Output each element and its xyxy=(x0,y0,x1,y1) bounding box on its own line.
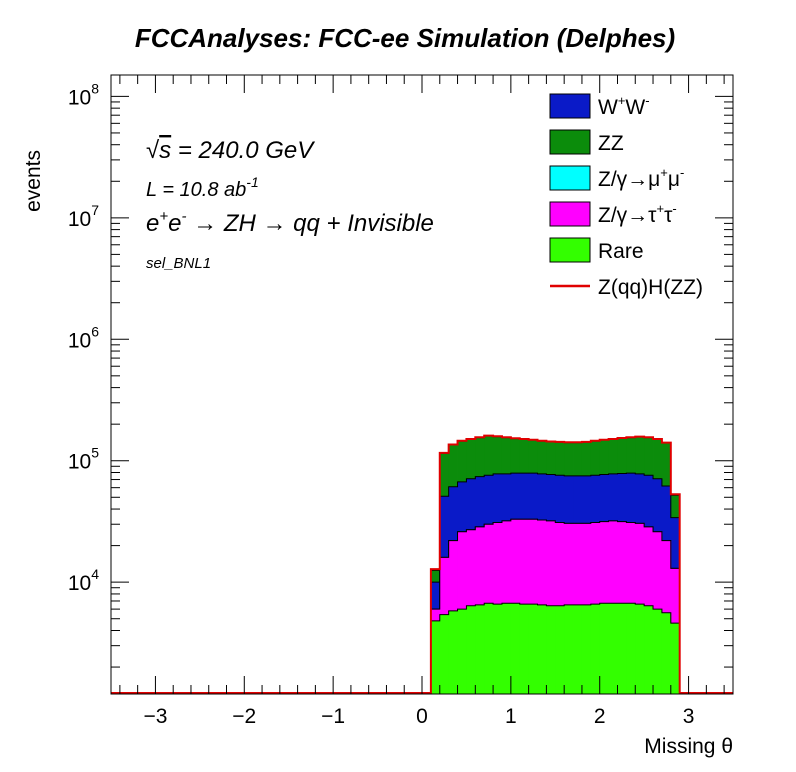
bar-rare-19 xyxy=(599,603,609,694)
process-rest: → ZH → qq + Invisible xyxy=(186,210,433,237)
x-tick-label: 0 xyxy=(416,705,428,728)
annotation-lumi: L = 10.8 ab-1 xyxy=(146,174,259,201)
y-tick-label: 106 xyxy=(68,323,99,352)
bar-rare-11 xyxy=(528,604,538,694)
bar-rare-6 xyxy=(484,603,494,694)
x-tick-label: −2 xyxy=(232,705,256,728)
bar-rare-14 xyxy=(555,605,565,694)
lumi-exp: -1 xyxy=(246,174,258,190)
x-tick-label: 1 xyxy=(505,705,517,728)
legend-entry-zz: ZZ xyxy=(549,129,624,155)
bar-rare-4 xyxy=(466,605,476,694)
process-e1-sup: + xyxy=(159,208,168,225)
legend-label-mumu: Z/γ→μ+μ- xyxy=(598,165,684,191)
bar-rare-26 xyxy=(661,612,672,694)
bar-rare-27 xyxy=(670,623,681,694)
legend-swatch-tautau xyxy=(549,201,591,227)
legend-swatch-rare xyxy=(549,237,591,263)
sqrt-symbol: √ xyxy=(146,137,160,164)
x-axis-label: Missing θ xyxy=(644,735,733,758)
sqrt-var: s xyxy=(159,137,171,164)
bar-rare-17 xyxy=(581,604,592,694)
outline-rare xyxy=(430,602,681,694)
bar-rare-8 xyxy=(501,603,512,694)
y-axis-label: events xyxy=(22,150,45,212)
legend-entry-mumu: Z/γ→μ+μ- xyxy=(549,165,684,191)
bar-rare-0 xyxy=(430,620,441,694)
sqrt-rest: = 240.0 GeV xyxy=(171,137,315,164)
y-tick-label: 104 xyxy=(68,566,99,595)
legend-label-zz: ZZ xyxy=(598,132,624,155)
bar-rare-16 xyxy=(573,604,583,694)
chart-title: FCCAnalyses: FCC-ee Simulation (Delphes) xyxy=(135,23,675,53)
legend-entry-tautau: Z/γ→τ+τ- xyxy=(549,201,677,227)
histogram-stack xyxy=(430,435,681,694)
legend-label-ww: W+W- xyxy=(598,93,650,119)
x-tick-label: −1 xyxy=(321,705,345,728)
y-tick-label: 108 xyxy=(68,80,99,109)
x-tick-label: 3 xyxy=(683,705,695,728)
signal-histogram xyxy=(111,434,733,694)
x-tick-label: 2 xyxy=(594,705,606,728)
series-rare xyxy=(430,602,681,694)
bar-rare-18 xyxy=(590,604,601,694)
bar-rare-7 xyxy=(493,604,503,694)
axes: −3 −2 −1 0 1 2 3 104 105 106 107 108 xyxy=(68,75,733,728)
legend-swatch-zz xyxy=(549,129,591,155)
y-tick-label: 107 xyxy=(68,202,99,231)
x-tick-label: −3 xyxy=(143,705,167,728)
legend-entry-ww: W+W- xyxy=(549,93,650,119)
bar-rare-25 xyxy=(653,609,663,694)
annotation-sqrt-s: √s = 240.0 GeV xyxy=(146,137,315,164)
legend-entry-sig: Z(qq)H(ZZ) xyxy=(550,276,703,299)
lumi-prefix: L = 10.8 ab xyxy=(146,179,246,201)
bar-rare-2 xyxy=(448,610,458,694)
bar-rare-1 xyxy=(439,614,450,694)
bar-rare-20 xyxy=(608,603,618,694)
outline-ww xyxy=(430,472,681,694)
bar-rare-23 xyxy=(635,604,645,694)
bar-rare-24 xyxy=(644,605,654,694)
legend-entry-rare: Rare xyxy=(549,237,644,263)
annotation-process: e+e- → ZH → qq + Invisible xyxy=(146,208,434,237)
legend-swatch-ww xyxy=(549,93,591,119)
bar-rare-21 xyxy=(617,603,627,694)
bar-rare-13 xyxy=(546,605,556,694)
legend-label-tautau: Z/γ→τ+τ- xyxy=(598,201,677,227)
process-e1: e xyxy=(146,210,159,237)
annotation-selection: sel_BNL1 xyxy=(146,255,211,272)
bar-rare-15 xyxy=(564,604,574,694)
signal-line xyxy=(111,434,733,694)
bar-rare-9 xyxy=(510,603,521,694)
bar-rare-12 xyxy=(537,604,547,694)
process-e2-sup: - xyxy=(181,208,186,225)
outline-tautau xyxy=(430,518,681,694)
legend-label-rare: Rare xyxy=(598,240,644,263)
bar-rare-10 xyxy=(519,604,530,694)
legend: W+W- ZZ Z/γ→μ+μ- Z/γ→τ+τ- Rare Z(qq)H(ZZ) xyxy=(549,93,703,299)
bar-rare-5 xyxy=(475,604,485,694)
legend-swatch-mumu xyxy=(549,165,591,191)
bar-rare-22 xyxy=(626,603,636,694)
bar-rare-3 xyxy=(457,609,467,694)
process-e2: e xyxy=(168,210,181,237)
y-tick-label: 105 xyxy=(68,445,99,474)
legend-label-sig: Z(qq)H(ZZ) xyxy=(598,276,703,299)
